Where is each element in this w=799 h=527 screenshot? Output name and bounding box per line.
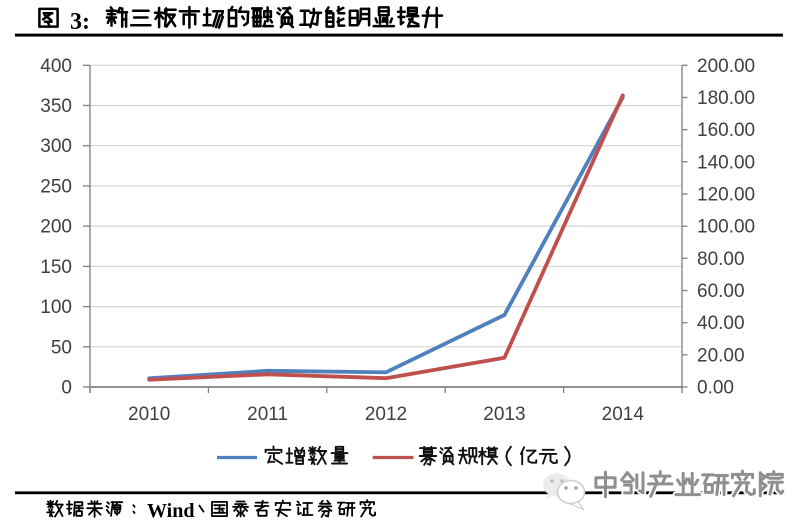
svg-text:120.00: 120.00 [697,185,755,206]
svg-text:200: 200 [40,217,72,238]
svg-text:Wind: Wind [147,500,194,522]
svg-text:0.00: 0.00 [697,378,734,399]
svg-text:2010: 2010 [128,404,170,425]
svg-text:2014: 2014 [602,404,645,425]
svg-text:2012: 2012 [365,404,407,425]
svg-text:100: 100 [40,297,72,318]
svg-text:0: 0 [61,378,72,399]
svg-text:50: 50 [51,337,72,358]
svg-text:250: 250 [40,176,72,197]
svg-text:200.00: 200.00 [697,56,755,77]
svg-text:400: 400 [40,56,72,77]
svg-text:60.00: 60.00 [697,281,745,302]
svg-text:300: 300 [40,136,72,157]
svg-text:160.00: 160.00 [697,120,755,141]
svg-text:140.00: 140.00 [697,152,755,173]
svg-text:150: 150 [40,257,72,278]
svg-text:100.00: 100.00 [697,217,755,238]
svg-text:3:: 3: [70,9,90,35]
svg-text:350: 350 [40,96,72,117]
svg-text:80.00: 80.00 [697,249,745,270]
svg-text:20.00: 20.00 [697,345,745,366]
svg-text:40.00: 40.00 [697,313,745,334]
svg-text:180.00: 180.00 [697,88,755,109]
svg-text:2011: 2011 [247,404,288,425]
svg-text:2013: 2013 [483,404,525,425]
